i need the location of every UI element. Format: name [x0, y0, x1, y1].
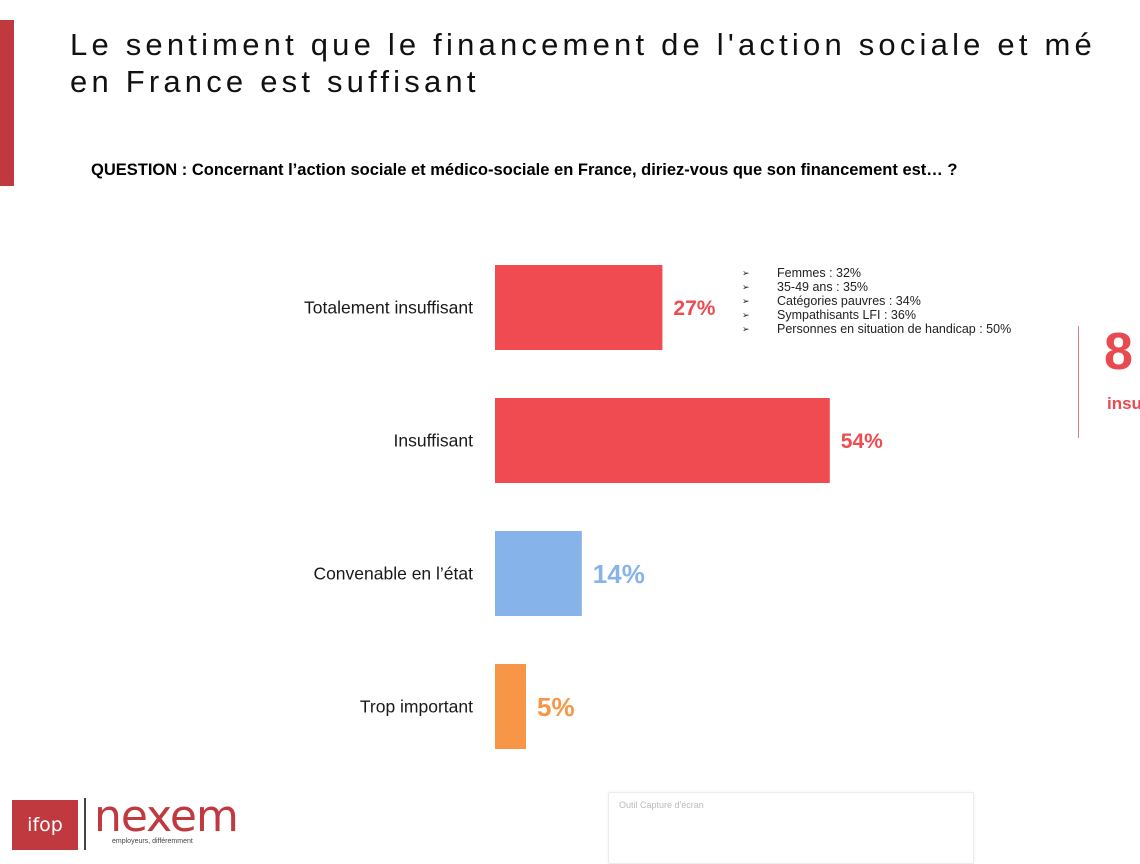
- total-label: insu: [1107, 394, 1140, 413]
- category-label: Insuffisant: [394, 431, 474, 451]
- breakdown-item: Personnes en situation de handicap : 50%: [742, 322, 1011, 336]
- title-line-2: en France est suffisant: [70, 64, 480, 99]
- breakdown-list: Femmes : 32% 35-49 ans : 35% Catégories …: [742, 266, 1011, 336]
- logo-separator: [84, 798, 86, 850]
- total-divider: [1078, 326, 1079, 438]
- category-label: Convenable en l’état: [313, 564, 473, 584]
- bar-3: [495, 664, 526, 749]
- breakdown-item: Sympathisants LFI : 36%: [742, 308, 1011, 322]
- bar-2: [495, 531, 582, 616]
- value-label: 14%: [593, 559, 645, 589]
- page-title: Le sentiment que le financement de l'act…: [70, 26, 1140, 100]
- category-label: Trop important: [360, 697, 473, 717]
- breakdown-item: 35-49 ans : 35%: [742, 280, 1011, 294]
- breakdown-item: Catégories pauvres : 34%: [742, 294, 1011, 308]
- snipping-tool-title: Outil Capture d'écran: [619, 800, 704, 810]
- value-label: 5%: [537, 692, 575, 722]
- total-value: 8: [1104, 323, 1133, 381]
- question-text: QUESTION : Concernant l’action sociale e…: [91, 161, 958, 179]
- ifop-logo: ifop: [12, 800, 78, 850]
- nexem-logo: nexem: [94, 791, 239, 842]
- nexem-tagline: employeurs, différemment: [112, 838, 193, 845]
- category-label: Totalement insuffisant: [304, 298, 473, 318]
- value-label: 54%: [841, 430, 883, 453]
- bar-0: [495, 265, 663, 350]
- value-label: 27%: [673, 297, 715, 320]
- title-line-1: Le sentiment que le financement de l'act…: [70, 27, 1096, 62]
- breakdown-item: Femmes : 32%: [742, 266, 1011, 280]
- accent-bar: [0, 20, 14, 186]
- bar-1: [495, 398, 830, 483]
- snipping-tool-panel[interactable]: Outil Capture d'écran: [608, 792, 974, 864]
